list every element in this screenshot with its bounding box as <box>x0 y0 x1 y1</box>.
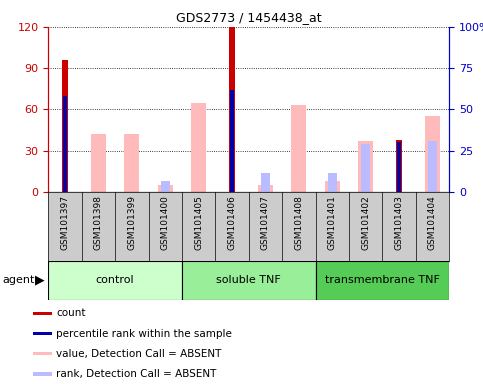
Bar <box>258 185 273 192</box>
Bar <box>91 134 106 192</box>
Bar <box>398 142 401 192</box>
Text: GSM101397: GSM101397 <box>60 195 70 250</box>
Text: GSM101399: GSM101399 <box>128 195 136 250</box>
Bar <box>124 134 139 192</box>
Text: control: control <box>96 275 134 285</box>
Bar <box>33 312 52 315</box>
Text: value, Detection Call = ABSENT: value, Detection Call = ABSENT <box>56 349 221 359</box>
Bar <box>425 116 440 192</box>
Bar <box>160 181 170 192</box>
Bar <box>229 27 235 192</box>
Bar <box>33 372 52 376</box>
Bar <box>230 89 234 192</box>
Text: GSM101401: GSM101401 <box>328 195 337 250</box>
Text: soluble TNF: soluble TNF <box>216 275 281 285</box>
Bar <box>358 141 373 192</box>
Text: GSM101406: GSM101406 <box>227 195 237 250</box>
Text: agent: agent <box>2 275 35 285</box>
Bar <box>33 352 52 355</box>
Bar <box>261 173 270 192</box>
Text: GSM101407: GSM101407 <box>261 195 270 250</box>
Text: GSM101405: GSM101405 <box>194 195 203 250</box>
Text: transmembrane TNF: transmembrane TNF <box>325 275 440 285</box>
Bar <box>327 173 337 192</box>
Bar <box>182 261 315 300</box>
Bar <box>325 181 340 192</box>
Bar <box>315 261 449 300</box>
Text: percentile rank within the sample: percentile rank within the sample <box>56 329 232 339</box>
Bar <box>48 261 182 300</box>
Text: GSM101403: GSM101403 <box>395 195 404 250</box>
Text: ▶: ▶ <box>35 274 44 287</box>
Bar <box>291 105 306 192</box>
Text: GSM101404: GSM101404 <box>428 195 437 250</box>
Text: GSM101408: GSM101408 <box>294 195 303 250</box>
Text: count: count <box>56 308 85 318</box>
Text: rank, Detection Call = ABSENT: rank, Detection Call = ABSENT <box>56 369 216 379</box>
Bar <box>396 140 402 192</box>
Bar <box>62 60 68 192</box>
Bar <box>63 96 67 192</box>
Bar <box>428 141 437 192</box>
Text: GSM101398: GSM101398 <box>94 195 103 250</box>
Bar <box>361 144 370 192</box>
Bar <box>191 103 206 192</box>
Text: GSM101400: GSM101400 <box>161 195 170 250</box>
Bar <box>158 185 173 192</box>
Bar <box>33 332 52 335</box>
Text: GSM101402: GSM101402 <box>361 195 370 250</box>
Title: GDS2773 / 1454438_at: GDS2773 / 1454438_at <box>176 11 322 24</box>
